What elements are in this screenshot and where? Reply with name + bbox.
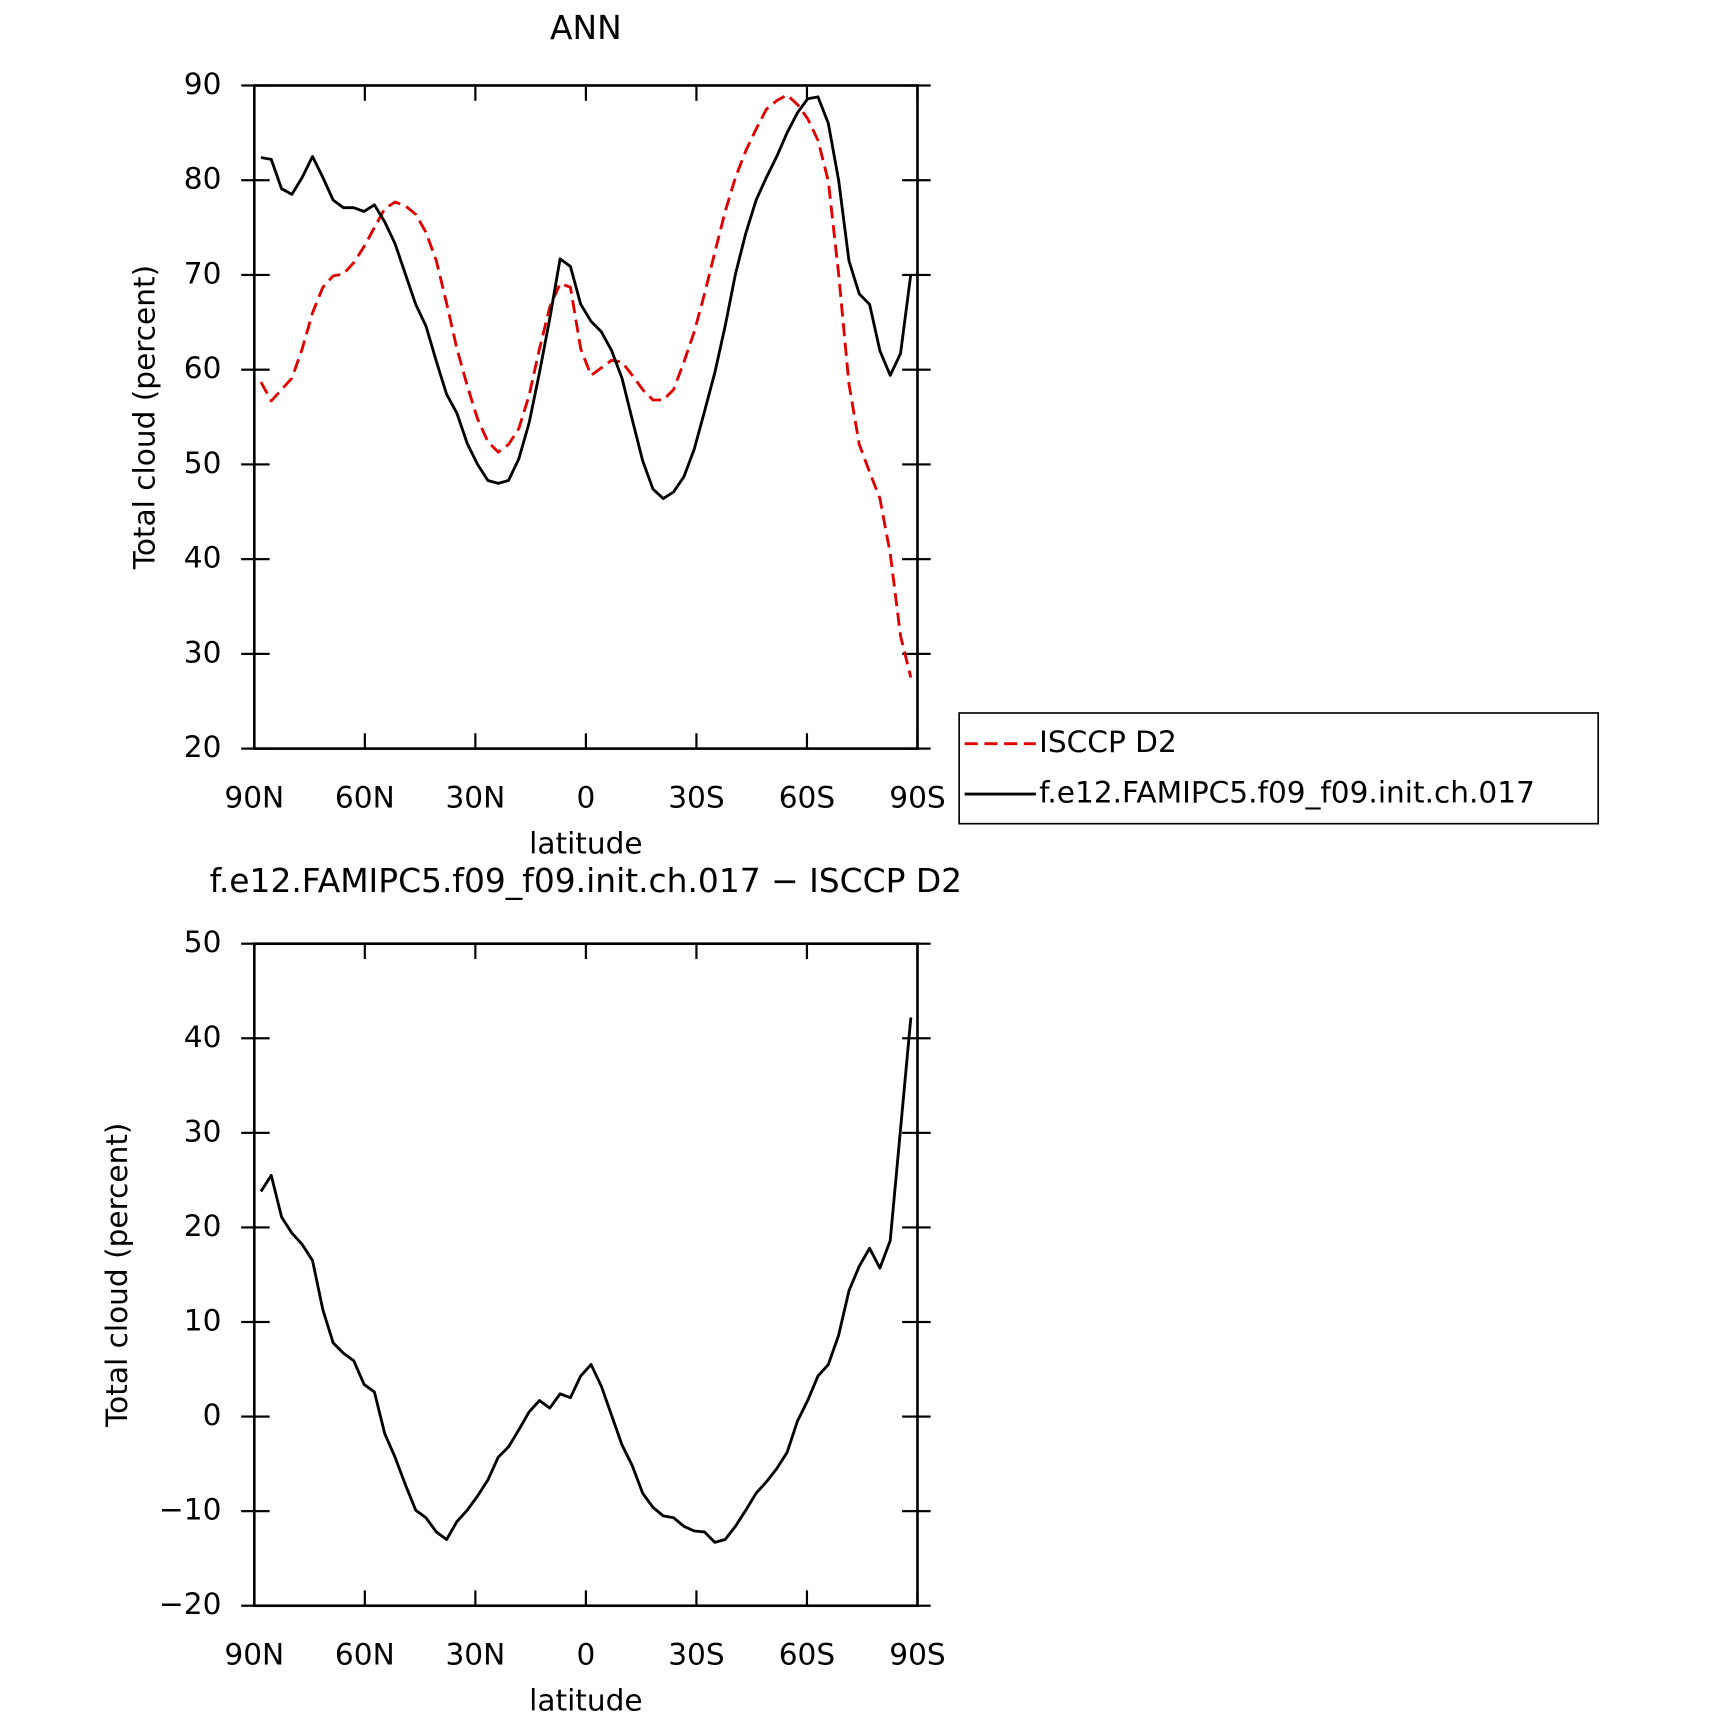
legend-label: f.e12.FAMIPC5.f09_f09.init.ch.017: [1039, 776, 1535, 810]
x-tick-label: 60S: [779, 1638, 835, 1672]
data-line: [259, 93, 913, 678]
x-tick-label: 30S: [668, 1638, 724, 1672]
plot-frame: [252, 84, 919, 750]
x-axis-label: latitude: [529, 827, 642, 861]
x-tick-label: 60S: [779, 781, 835, 815]
y-tick-label: 30: [184, 1114, 222, 1148]
y-tick-label: 50: [184, 446, 222, 480]
y-tick-label: 40: [184, 541, 222, 575]
y-tick-label: 50: [184, 925, 222, 959]
y-tick-label: 60: [184, 351, 222, 385]
chart-title: ANN: [550, 8, 622, 47]
y-tick-label: 40: [184, 1020, 222, 1054]
data-line: [259, 1017, 913, 1544]
y-axis-label: Total cloud (percent): [100, 1123, 134, 1428]
x-tick-label: 90N: [224, 781, 284, 815]
x-tick-label: 90S: [889, 781, 945, 815]
y-tick-label: 20: [184, 730, 222, 764]
x-tick-label: 30S: [668, 781, 724, 815]
x-tick-label: 60N: [335, 781, 395, 815]
y-tick-label: 90: [184, 67, 222, 101]
y-tick-label: 10: [184, 1304, 222, 1338]
y-tick-label: −20: [159, 1587, 221, 1621]
plot-frame: [252, 942, 919, 1608]
x-tick-label: 60N: [335, 1638, 395, 1672]
y-tick-label: −10: [159, 1493, 221, 1527]
y-tick-label: 30: [184, 635, 222, 669]
chart-title: f.e12.FAMIPC5.f09_f09.init.ch.017 − ISCC…: [210, 861, 962, 900]
y-axis-label: Total cloud (percent): [127, 265, 161, 570]
x-tick-label: 90S: [889, 1638, 945, 1672]
x-tick-label: 0: [576, 1638, 595, 1672]
x-tick-label: 30N: [445, 781, 505, 815]
y-tick-label: 0: [203, 1398, 222, 1432]
x-tick-label: 90N: [224, 1638, 284, 1672]
legend-label: ISCCP D2: [1039, 725, 1177, 759]
y-tick-label: 80: [184, 162, 222, 196]
x-tick-label: 30N: [445, 1638, 505, 1672]
x-axis-label: latitude: [529, 1684, 642, 1718]
y-tick-label: 70: [184, 256, 222, 290]
legend-box: [958, 712, 1600, 825]
x-tick-label: 0: [576, 781, 595, 815]
data-line: [260, 95, 913, 500]
y-tick-label: 20: [184, 1209, 222, 1243]
